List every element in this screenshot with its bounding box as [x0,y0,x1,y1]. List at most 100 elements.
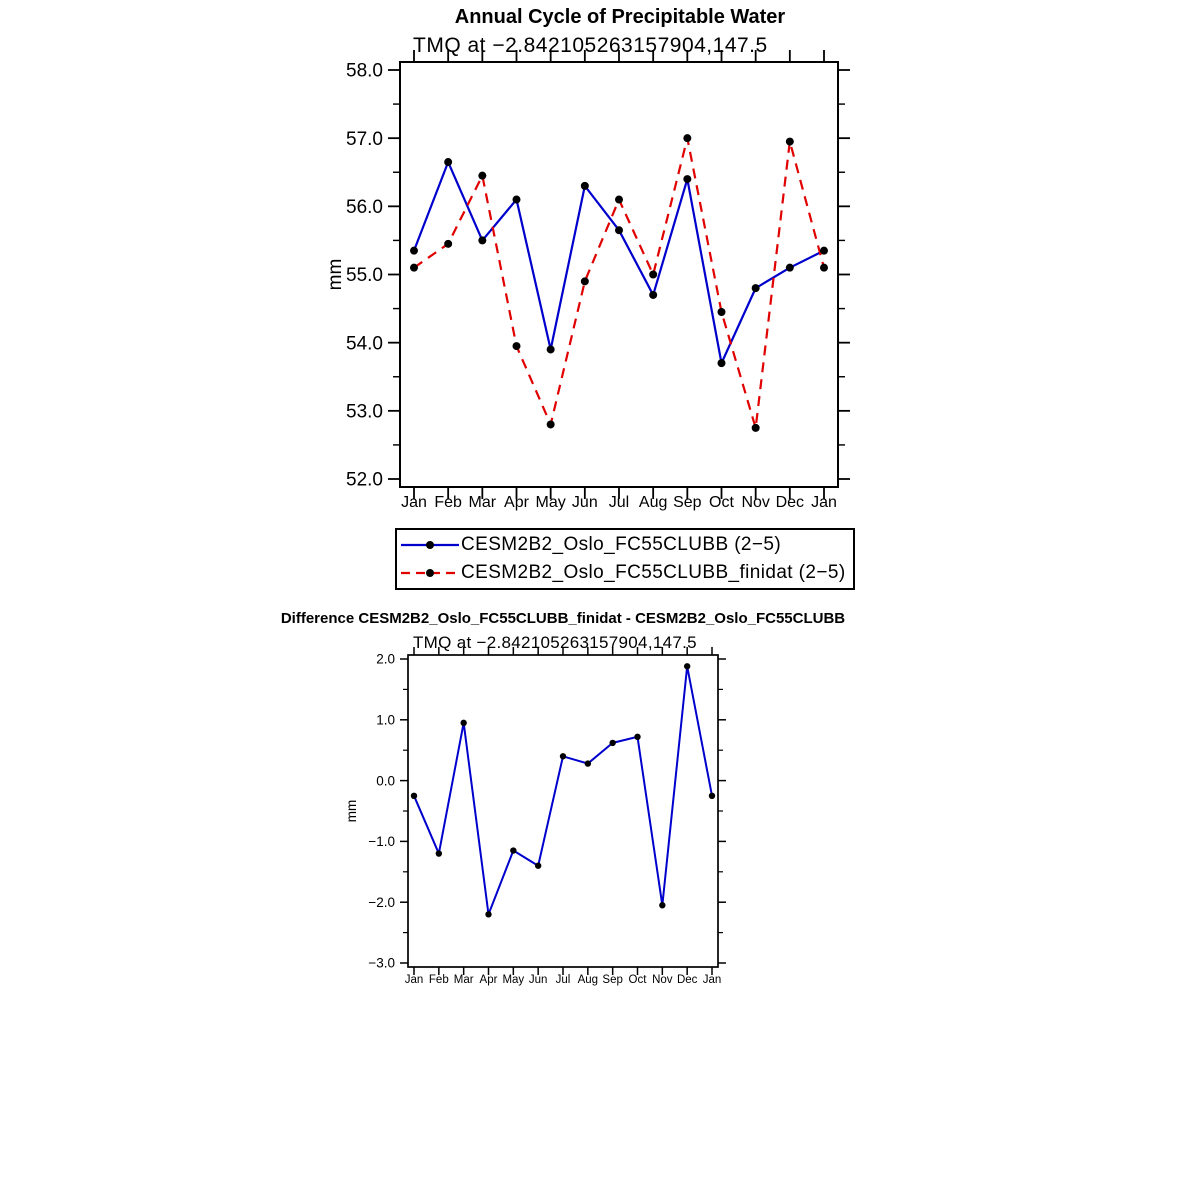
x-tick-label: Sep [673,494,702,511]
data-point-marker [683,175,692,184]
legend-entry-base: CESM2B2_Oslo_FC55CLUBB (2−5) [399,531,851,559]
data-point-marker [559,753,567,760]
plot-frame [407,654,719,968]
bottom-chart-title: Difference CESM2B2_Oslo_FC55CLUBB_finida… [280,610,846,627]
x-tick-label: Jan [811,494,837,511]
data-point-marker [512,195,521,204]
series-line-0 [412,160,825,365]
legend-marker-dot-icon [426,569,434,577]
data-point-marker [512,342,521,351]
x-tick-label: Oct [709,494,734,511]
x-tick-label: Dec [677,974,698,986]
x-tick-label: Aug [578,974,598,986]
data-point-marker [717,359,726,368]
top-chart-title: Annual Cycle of Precipitable Water [454,6,786,28]
plot-frame [399,61,839,488]
solid-line-swatch-icon [401,541,459,549]
y-tick-label: 1.0 [376,713,395,728]
x-tick-label: May [502,974,524,986]
y-tick-label: 54.0 [346,333,383,354]
data-point-marker [717,307,726,316]
x-tick-label: Mar [469,494,497,511]
series-line-0 [413,665,713,916]
x-tick-label: May [536,494,566,511]
data-point-marker [435,850,443,857]
data-point-marker [410,792,418,799]
x-tick-label: Jul [556,974,571,986]
x-tick-label: Sep [602,974,622,986]
data-point-marker [580,277,589,286]
x-tick-label: Jan [401,494,427,511]
data-point-marker [820,263,828,272]
data-point-marker [615,226,623,235]
data-point-marker [751,423,760,432]
legend-marker-dot-icon [426,541,434,549]
x-tick-label: Nov [741,494,769,511]
x-tick-label: Apr [480,974,498,986]
top-chart-subtitle: TMQ at −2.842105263157904,147.5 [413,34,768,57]
x-tick-label: Jul [609,494,629,511]
x-tick-label: Feb [434,494,462,511]
legend-box: CESM2B2_Oslo_FC55CLUBB (2−5) CESM2B2_Osl… [395,528,855,590]
x-tick-label: Jun [529,974,548,986]
data-point-marker [534,862,542,869]
y-axis-title: mm [344,800,359,823]
data-point-marker [649,270,658,279]
x-tick-label: Jun [572,494,598,511]
data-point-marker [683,663,691,670]
data-point-marker [460,719,467,727]
x-tick-label: Aug [639,494,667,511]
y-tick-label: 52.0 [346,470,383,491]
data-point-marker [659,902,666,909]
y-tick-label: −2.0 [368,895,395,910]
x-tick-label: Mar [454,974,474,986]
data-point-marker [649,290,658,299]
y-tick-label: −1.0 [368,834,395,849]
data-point-marker [410,246,418,255]
y-tick-label: 0.0 [376,773,395,788]
y-tick-label: 58.0 [346,61,383,82]
y-tick-label: 2.0 [376,652,395,667]
data-point-marker [609,739,616,747]
data-point-marker [478,171,487,180]
data-point-marker [785,137,794,146]
legend-entry-finidat: CESM2B2_Oslo_FC55CLUBB_finidat (2−5) [399,559,851,587]
y-tick-label: 55.0 [346,265,383,286]
x-tick-label: Nov [652,974,673,986]
x-tick-label: Feb [429,974,449,986]
data-point-marker [444,239,453,248]
x-tick-label: Oct [629,974,648,986]
data-point-marker [485,911,492,918]
legend-label-base: CESM2B2_Oslo_FC55CLUBB (2−5) [461,534,782,555]
x-tick-label: Jan [703,974,722,986]
data-point-marker [785,263,794,272]
data-point-marker [584,760,592,767]
data-point-marker [546,420,555,429]
data-point-marker [708,792,716,799]
data-point-marker [615,195,623,204]
data-point-marker [580,181,589,190]
data-point-marker [634,733,641,741]
x-tick-label: Apr [504,494,530,511]
legend-label-finidat: CESM2B2_Oslo_FC55CLUBB_finidat (2−5) [461,562,846,583]
series-line-1 [413,137,826,429]
dashed-line-swatch-icon [401,569,459,577]
y-tick-label: 56.0 [346,197,383,218]
x-tick-label: Dec [776,494,804,511]
data-point-marker [444,158,453,167]
y-axis-title: mm [325,259,346,291]
x-tick-label: Jan [405,974,424,986]
data-point-marker [751,284,760,293]
data-point-marker [820,246,828,255]
data-point-marker [478,236,487,245]
data-point-marker [410,263,418,272]
data-point-marker [546,345,555,354]
data-point-marker [510,847,517,854]
bottom-chart-subtitle: TMQ at −2.842105263157904,147.5 [413,633,697,652]
y-tick-label: −3.0 [368,956,395,971]
y-tick-label: 57.0 [346,129,383,150]
data-point-marker [683,134,692,143]
